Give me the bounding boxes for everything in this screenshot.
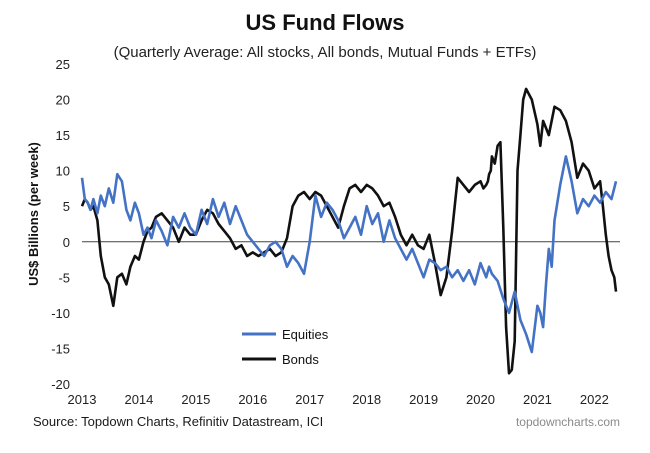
x-tick-label: 2016 <box>238 392 267 407</box>
x-tick-label: 2017 <box>295 392 324 407</box>
y-tick-label: 0 <box>63 235 70 250</box>
legend-label-equities: Equities <box>282 327 329 342</box>
x-tick-label: 2022 <box>580 392 609 407</box>
y-tick-label: -15 <box>51 341 70 356</box>
x-tick-label: 2015 <box>181 392 210 407</box>
chart-title: US Fund Flows <box>245 10 405 35</box>
brand-watermark: topdowncharts.com <box>515 415 620 429</box>
y-tick-label: 15 <box>56 128 70 143</box>
y-tick-label: -20 <box>51 377 70 392</box>
legend-label-bonds: Bonds <box>282 352 319 367</box>
y-tick-label: 5 <box>63 199 70 214</box>
y-tick-label: -5 <box>58 270 70 285</box>
series-line-bonds <box>80 87 618 375</box>
y-tick-label: 25 <box>56 57 70 72</box>
source-note: Source: Topdown Charts, Refinitiv Datast… <box>33 414 324 429</box>
series-line-equities <box>80 155 618 354</box>
legend: Equities Bonds <box>242 327 329 367</box>
y-axis-label: US$ Billions (per week) <box>26 142 41 286</box>
y-tick-label: 20 <box>56 93 70 108</box>
x-tick-label: 2019 <box>409 392 438 407</box>
x-tick-label: 2013 <box>68 392 97 407</box>
x-tick-label: 2020 <box>466 392 495 407</box>
y-tick-label: 10 <box>56 164 70 179</box>
y-axis-ticks: 25 20 15 10 5 0 -5 -10 -15 -20 <box>51 57 70 392</box>
x-tick-label: 2014 <box>124 392 153 407</box>
x-tick-label: 2018 <box>352 392 381 407</box>
x-tick-label: 2021 <box>523 392 552 407</box>
y-tick-label: -10 <box>51 306 70 321</box>
chart-subtitle: (Quarterly Average: All stocks, All bond… <box>113 44 537 61</box>
series-layer <box>80 87 618 375</box>
x-axis-ticks: 2013 2014 2015 2016 2017 2018 2019 2020 2021 2022 <box>68 392 609 407</box>
